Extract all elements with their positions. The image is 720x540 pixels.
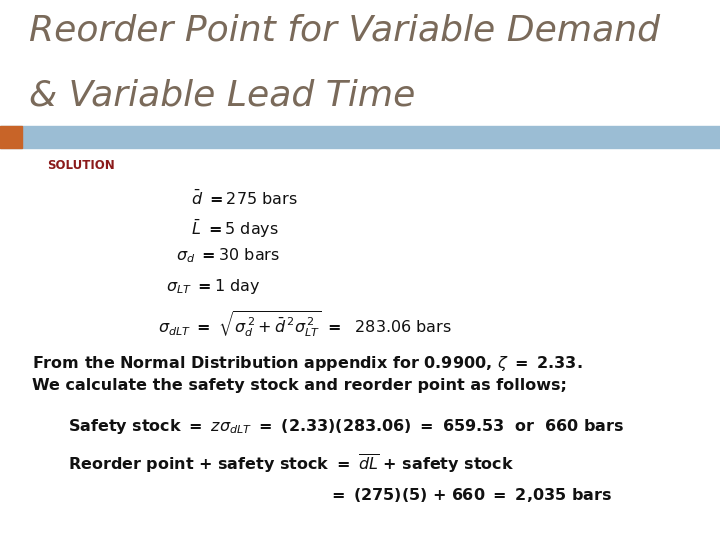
Text: & Variable Lead Time: & Variable Lead Time (29, 78, 415, 112)
Bar (0, 126, 720, 148)
Text: $\mathbf{=}$ (275)(5) + 660 $\mathbf{=}$ 2,035 bars: $\mathbf{=}$ (275)(5) + 660 $\mathbf{=}$… (328, 486, 611, 504)
Text: $\sigma_{dLT}$ $\mathbf{=}$ $\sqrt{\sigma_d^{\,2} + \bar{d}^{\,2}\sigma_{LT}^{\,: $\sigma_{dLT}$ $\mathbf{=}$ $\sqrt{\sigm… (158, 309, 452, 339)
Bar (0, 126, 22, 148)
Text: Reorder point + safety stock $\mathbf{=}$ $\overline{dL}$ + safety stock: Reorder point + safety stock $\mathbf{=}… (68, 453, 515, 476)
Text: $\sigma_{LT}$ $\mathbf{=}$1 day: $\sigma_{LT}$ $\mathbf{=}$1 day (166, 277, 260, 296)
Text: $\sigma_{d}$ $\mathbf{=}$30 bars: $\sigma_{d}$ $\mathbf{=}$30 bars (176, 247, 280, 266)
Text: We calculate the safety stock and reorder point as follows;: We calculate the safety stock and reorde… (32, 378, 567, 393)
Text: Reorder Point for Variable Demand: Reorder Point for Variable Demand (29, 14, 660, 48)
Text: SOLUTION: SOLUTION (47, 159, 114, 172)
Text: $\bar{L}$ $\mathbf{=}$5 days: $\bar{L}$ $\mathbf{=}$5 days (191, 218, 279, 240)
Text: Safety stock $\mathbf{=}$ $z\sigma_{dLT}$ $\mathbf{=}$ (2.33)(283.06) $\mathbf{=: Safety stock $\mathbf{=}$ $z\sigma_{dLT}… (68, 417, 624, 436)
Text: $\bar{d}$ $\mathbf{=}$275 bars: $\bar{d}$ $\mathbf{=}$275 bars (191, 189, 297, 208)
Text: From the Normal Distribution appendix for 0.9900, $\zeta$ $\mathbf{=}$ 2.33.: From the Normal Distribution appendix fo… (32, 354, 583, 373)
